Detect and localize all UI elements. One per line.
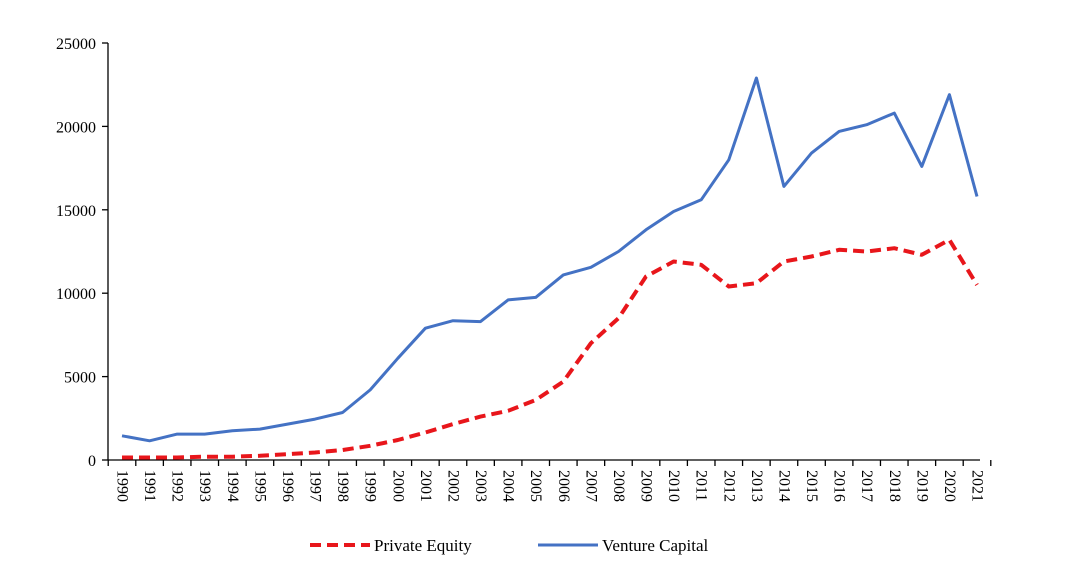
x-axis: 1990 1991 1992 1993 1994 1995 1996 1997 1998 1999… bbox=[107, 459, 992, 502]
legend: Private Equity Venture Capital bbox=[310, 536, 708, 555]
y-tick-label: 10000 bbox=[56, 286, 96, 303]
x-tick-label: 2020 bbox=[941, 470, 958, 502]
x-tick-label: 2012 bbox=[720, 470, 737, 502]
x-tick-label: 1999 bbox=[362, 470, 379, 502]
x-tick-label: 1990 bbox=[114, 470, 131, 502]
x-tick-label: 2015 bbox=[803, 470, 820, 502]
x-tick-label: 2013 bbox=[748, 470, 765, 502]
y-axis: 0 5000 10000 15000 20000 25000 bbox=[56, 36, 109, 470]
x-tick-label: 2000 bbox=[389, 470, 406, 502]
y-tick-label: 25000 bbox=[56, 36, 96, 53]
x-tick-label: 2019 bbox=[913, 470, 930, 502]
y-tick-label: 0 bbox=[88, 453, 96, 470]
x-tick-label: 2004 bbox=[500, 470, 517, 502]
x-tick-label: 2002 bbox=[444, 470, 461, 502]
y-tick-label: 15000 bbox=[56, 203, 96, 220]
series-line-venture-capital bbox=[121, 76, 979, 443]
x-tick-label: 2017 bbox=[858, 470, 875, 502]
x-tick-label: 2005 bbox=[527, 470, 544, 502]
x-tick-label: 1992 bbox=[169, 470, 186, 502]
x-tick-label: 2008 bbox=[610, 470, 627, 502]
x-tick-label: 2018 bbox=[886, 470, 903, 502]
y-tick-label: 5000 bbox=[64, 370, 96, 387]
y-tick-label: 20000 bbox=[56, 119, 96, 136]
legend-label: Venture Capital bbox=[602, 536, 708, 555]
series-layer bbox=[121, 76, 979, 460]
x-tick-label: 2011 bbox=[693, 470, 710, 501]
x-tick-label: 1996 bbox=[279, 470, 296, 502]
x-tick-label: 1995 bbox=[251, 470, 268, 502]
series-line-private-equity bbox=[122, 237, 979, 460]
x-tick-label: 2001 bbox=[417, 470, 434, 502]
x-tick-label: 2006 bbox=[555, 470, 572, 502]
x-tick-label: 2021 bbox=[969, 470, 986, 502]
x-tick-label: 2009 bbox=[638, 470, 655, 502]
x-tick-label: 2014 bbox=[775, 470, 792, 502]
legend-label: Private Equity bbox=[374, 536, 472, 555]
x-tick-label: 2007 bbox=[582, 470, 599, 502]
x-tick-label: 1993 bbox=[196, 470, 213, 502]
x-tick-label: 1991 bbox=[141, 470, 158, 502]
x-tick-label: 2010 bbox=[665, 470, 682, 502]
x-tick-label: 1994 bbox=[224, 470, 241, 502]
x-tick-label: 2016 bbox=[831, 470, 848, 502]
x-tick-label: 1998 bbox=[334, 470, 351, 502]
x-tick-label: 2003 bbox=[472, 470, 489, 502]
x-tick-label: 1997 bbox=[307, 470, 324, 502]
